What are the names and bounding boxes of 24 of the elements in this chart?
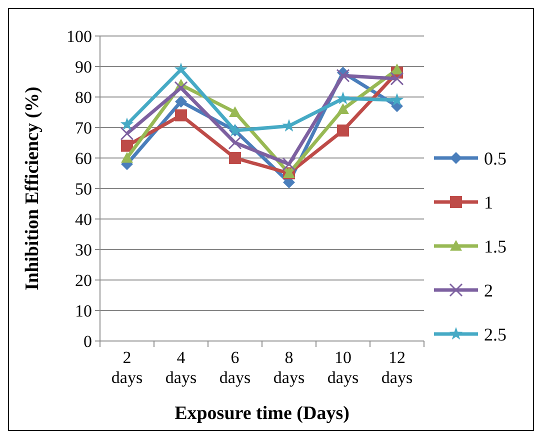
y-tick-label: 30 <box>75 240 92 260</box>
y-tick-label: 10 <box>75 301 92 320</box>
y-tick-label: 80 <box>75 88 92 107</box>
y-tick-label: 60 <box>75 148 92 168</box>
legend-label: 0.5 <box>484 148 506 168</box>
legend-label: 2 <box>484 280 493 300</box>
y-axis-title: Inhibition Efficiency (%) <box>22 86 43 290</box>
y-tick-label: 50 <box>75 179 92 198</box>
y-tick-label: 40 <box>75 210 92 229</box>
x-tick-label: 6 days <box>219 348 251 387</box>
y-tick-label: 100 <box>66 26 92 46</box>
legend-label: 1 <box>484 192 493 212</box>
x-tick-label: 2 days <box>111 348 143 387</box>
x-tick-label: 8 days <box>273 348 305 387</box>
y-tick-label: 0 <box>84 332 92 351</box>
y-tick-label: 20 <box>75 270 92 290</box>
legend-label: 2.5 <box>484 324 506 344</box>
y-tick-label: 70 <box>75 118 92 138</box>
y-tick-label: 90 <box>75 57 92 76</box>
x-axis-title: Exposure time (Days) <box>174 403 350 424</box>
legend-label: 1.5 <box>484 236 506 256</box>
x-tick-label: 4 days <box>165 348 197 387</box>
x-tick-label: 10 days <box>327 348 359 387</box>
x-tick-label: 12 days <box>381 348 413 387</box>
